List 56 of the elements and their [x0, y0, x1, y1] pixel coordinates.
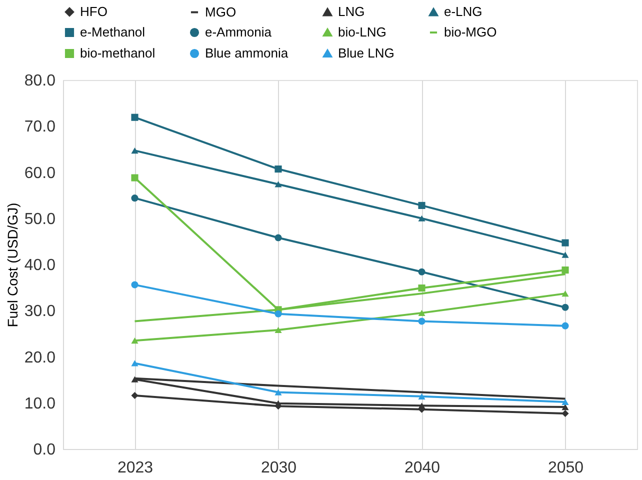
y-tick-label: 40.0	[24, 257, 56, 274]
point	[274, 234, 282, 242]
legend-label: bio-MGO	[444, 24, 497, 40]
point	[418, 215, 426, 222]
y-tick-label: 50.0	[24, 210, 56, 228]
legend-label: bio-LNG	[338, 24, 386, 40]
y-tick-label: 60.0	[24, 164, 56, 182]
point	[274, 400, 282, 406]
point	[131, 281, 138, 288]
legend-label: Blue ammonia	[205, 46, 289, 60]
point	[562, 252, 569, 258]
point	[274, 310, 282, 318]
point	[562, 410, 569, 418]
legend-label: Blue LNG	[338, 46, 394, 60]
legend-label: e-Ammonia	[205, 24, 272, 40]
y-tick-label: 70.0	[24, 118, 56, 136]
point	[131, 114, 138, 121]
point	[274, 181, 282, 188]
x-tick-label: 2023	[117, 460, 154, 476]
point	[418, 402, 426, 409]
point	[562, 304, 569, 311]
y-tick-label: 30.0	[24, 303, 56, 320]
point	[131, 148, 138, 154]
point	[418, 268, 426, 276]
legend-label: LNG	[338, 4, 365, 20]
point	[131, 174, 138, 182]
point	[274, 389, 282, 396]
legend-label: MGO	[205, 4, 236, 20]
point	[131, 338, 138, 344]
y-axis-title: Fuel Cost (USD/GJ)	[4, 202, 20, 328]
point	[131, 360, 138, 366]
y-tick-label: 20.0	[24, 349, 56, 366]
point	[418, 202, 426, 209]
y-tick-label: 80.0	[24, 72, 56, 90]
point	[418, 284, 426, 292]
point	[418, 318, 426, 325]
x-tick-label: 2050	[548, 460, 584, 476]
legend-label: e-Methanol	[80, 24, 146, 40]
y-tick-label: 0.0	[33, 442, 56, 458]
x-tick-label: 2030	[260, 460, 297, 476]
point	[418, 310, 426, 316]
legend-label: bio-methanol	[80, 46, 156, 60]
point	[274, 165, 282, 173]
point	[562, 266, 569, 274]
point	[131, 392, 138, 400]
legend-label: HFO	[80, 4, 108, 19]
point	[274, 326, 282, 334]
legend-label: e-LNG	[444, 4, 482, 20]
point	[131, 194, 138, 202]
point	[562, 322, 569, 330]
point	[562, 290, 569, 297]
y-tick-label: 10.0	[24, 395, 56, 412]
point	[562, 239, 569, 246]
point	[562, 398, 569, 406]
point	[418, 393, 426, 400]
x-tick-label: 2040	[404, 460, 440, 476]
